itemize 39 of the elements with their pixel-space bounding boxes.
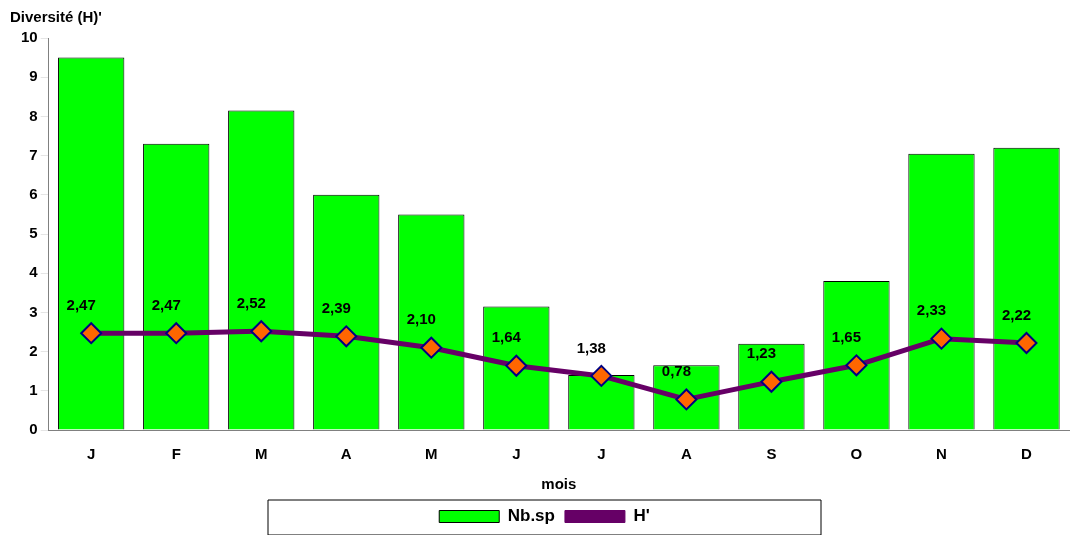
data-label: 1,38 bbox=[576, 338, 606, 356]
data-label: 1,65 bbox=[831, 327, 862, 345]
y-tick-label: 4 bbox=[29, 263, 39, 281]
data-label: 2,52 bbox=[236, 293, 266, 311]
y-tick-label: 5 bbox=[29, 224, 38, 242]
x-tick-label: F bbox=[171, 445, 181, 463]
x-axis-title: mois bbox=[541, 475, 577, 493]
legend-label: Nb.sp bbox=[507, 506, 555, 526]
data-label: 2,10 bbox=[406, 310, 436, 328]
y-tick-label: 0 bbox=[29, 420, 38, 438]
y-tick-label: 7 bbox=[29, 145, 38, 163]
x-tick-label: J bbox=[512, 445, 521, 463]
y-tick-label: 3 bbox=[29, 302, 38, 320]
y-tick-label: 6 bbox=[29, 184, 38, 202]
x-tick-label: O bbox=[850, 445, 863, 463]
data-label: 1,23 bbox=[746, 344, 777, 362]
x-tick-label: D bbox=[1021, 445, 1033, 463]
data-label: 2,22 bbox=[1001, 305, 1032, 323]
data-label: 1,64 bbox=[491, 328, 522, 346]
x-tick-label: N bbox=[936, 445, 947, 463]
x-tick-label: J bbox=[87, 445, 96, 463]
y-tick-label: 8 bbox=[29, 106, 38, 124]
y-tick-label: 2 bbox=[29, 341, 38, 359]
legend-label: H' bbox=[633, 506, 650, 526]
data-label: 2,47 bbox=[66, 295, 96, 313]
data-label: 0,78 bbox=[661, 362, 691, 380]
x-tick-label: M bbox=[255, 445, 268, 463]
data-label: 2,39 bbox=[321, 298, 351, 316]
x-tick-label: A bbox=[340, 445, 352, 463]
y-tick-label: 9 bbox=[29, 67, 38, 85]
x-tick-label: S bbox=[766, 445, 777, 463]
data-label: 2,33 bbox=[916, 301, 947, 319]
y-axis-title: Diversité (H)' bbox=[10, 7, 102, 25]
data-label: 2,47 bbox=[151, 295, 181, 313]
x-tick-label: M bbox=[425, 445, 438, 463]
y-tick-label: 1 bbox=[29, 380, 38, 398]
x-tick-label: J bbox=[597, 445, 606, 463]
x-tick-label: A bbox=[680, 445, 692, 463]
y-tick-label: 10 bbox=[21, 28, 38, 46]
